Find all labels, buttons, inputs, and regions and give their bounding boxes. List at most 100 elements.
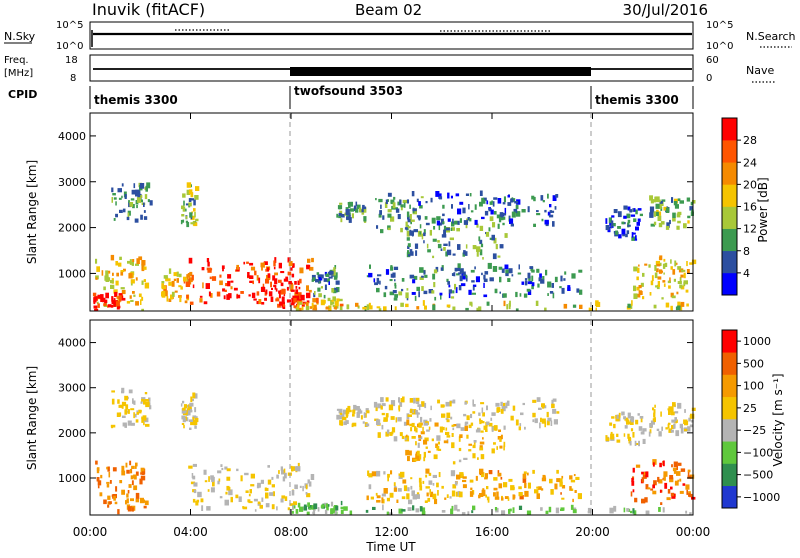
heatmap-cell — [383, 471, 386, 475]
heatmap-cell — [416, 198, 419, 203]
heatmap-cell — [649, 195, 653, 201]
heatmap-cell — [504, 264, 509, 270]
heatmap-cell — [272, 275, 276, 281]
heatmap-cell — [512, 405, 516, 411]
heatmap-cell — [133, 294, 136, 297]
heatmap-cell — [145, 423, 150, 427]
heatmap-cell — [388, 512, 393, 515]
heatmap-cell — [135, 471, 139, 476]
heatmap-cell — [465, 224, 468, 229]
heatmap-cell — [128, 389, 133, 394]
heatmap-cell — [402, 479, 407, 484]
heatmap-cell — [407, 219, 411, 223]
colorbar-swatch — [722, 206, 737, 229]
noise-tick-top-right: 10^5 — [706, 20, 733, 31]
heatmap-cell — [462, 273, 466, 277]
heatmap-cell — [418, 201, 421, 206]
heatmap-cell — [595, 307, 597, 311]
heatmap-cell — [627, 421, 632, 425]
heatmap-cell — [465, 274, 468, 278]
heatmap-cell — [397, 488, 402, 492]
heatmap-cell — [464, 251, 468, 256]
heatmap-cell — [104, 299, 108, 304]
heatmap-cell — [111, 304, 114, 308]
heatmap-cell — [390, 416, 395, 420]
heatmap-cell — [472, 286, 475, 291]
heatmap-cell — [243, 261, 246, 265]
heatmap-cell — [425, 468, 430, 474]
heatmap-cell — [107, 304, 112, 308]
colorbar-swatch — [722, 162, 737, 185]
heatmap-cell — [677, 211, 682, 215]
heatmap-cell — [459, 275, 463, 282]
heatmap-cell — [378, 213, 382, 218]
heatmap-cell — [323, 294, 326, 299]
heatmap-cell — [207, 489, 210, 492]
heatmap-cell — [454, 283, 457, 290]
heatmap-cell — [677, 305, 681, 310]
heatmap-cell — [120, 270, 124, 276]
heatmap-cell — [190, 396, 193, 403]
heatmap-cell — [292, 466, 295, 471]
heatmap-cell — [419, 276, 424, 280]
heatmap-cell — [635, 235, 637, 240]
heatmap-cell — [629, 209, 633, 213]
heatmap-cell — [437, 399, 440, 404]
heatmap-cell — [219, 274, 222, 278]
heatmap-cell — [352, 413, 355, 417]
heatmap-cell — [451, 221, 455, 227]
heatmap-cell — [492, 266, 498, 272]
heatmap-cell — [508, 215, 511, 218]
heatmap-cell — [127, 260, 132, 264]
heatmap-cell — [382, 215, 385, 220]
heatmap-cell — [363, 216, 367, 222]
heatmap-cell — [451, 227, 455, 231]
heatmap-cell — [440, 404, 445, 408]
heatmap-cell — [532, 412, 536, 418]
heatmap-cell — [517, 272, 522, 275]
heatmap-cell — [121, 489, 125, 495]
heatmap-cell — [509, 508, 512, 512]
heatmap-cell — [438, 472, 441, 478]
heatmap-cell — [251, 292, 256, 299]
heatmap-cell — [330, 501, 334, 507]
heatmap-cell — [126, 216, 130, 221]
heatmap-cell — [288, 261, 293, 267]
heatmap-cell — [195, 186, 200, 191]
heatmap-cell — [391, 427, 396, 433]
heatmap-cell — [688, 417, 691, 422]
heatmap-cell — [484, 473, 488, 479]
heatmap-cell — [143, 399, 146, 405]
heatmap-cell — [423, 229, 426, 235]
heatmap-cell — [685, 510, 688, 514]
heatmap-cell — [396, 499, 399, 503]
heatmap-cell — [111, 398, 115, 405]
heatmap-cell — [675, 462, 678, 466]
heatmap-cell — [147, 199, 150, 203]
heatmap-cell — [554, 276, 558, 283]
heatmap-cell — [615, 416, 620, 422]
heatmap-cell — [143, 210, 146, 213]
heatmap-cell — [126, 469, 130, 474]
heatmap-cell — [452, 484, 457, 489]
heatmap-cell — [194, 407, 197, 413]
heatmap-cell — [464, 401, 467, 405]
heatmap-cell — [414, 295, 417, 301]
heatmap-cell — [400, 302, 404, 307]
heatmap-cell — [445, 401, 450, 407]
heatmap-cell — [413, 275, 418, 280]
heatmap-cell — [671, 197, 674, 203]
heatmap-cell — [483, 278, 488, 282]
heatmap-cell — [407, 250, 409, 254]
heatmap-cell — [616, 433, 619, 437]
heatmap-cell — [505, 402, 508, 409]
heatmap-cell — [105, 292, 109, 299]
heatmap-cell — [490, 209, 494, 215]
heatmap-cell — [225, 283, 229, 287]
heatmap-cell — [394, 294, 398, 298]
heatmap-cell — [295, 509, 299, 514]
heatmap-cell — [630, 416, 635, 423]
heatmap-cell — [195, 218, 199, 222]
heatmap-cell — [475, 429, 481, 433]
heatmap-cell — [445, 431, 450, 435]
